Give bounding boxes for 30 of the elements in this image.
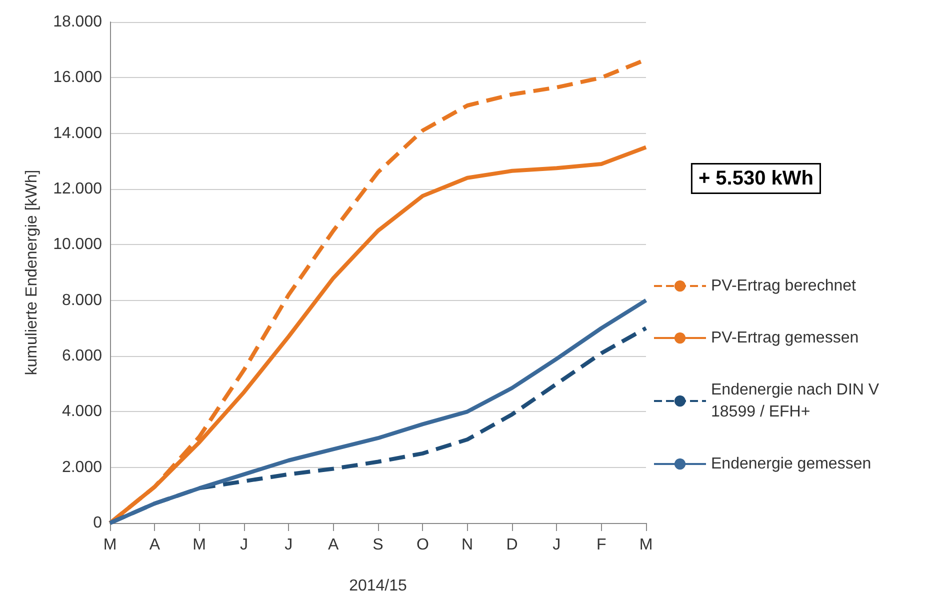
y-tick-label: 8.000 <box>62 292 102 309</box>
y-tick-label: 2.000 <box>62 458 102 476</box>
legend-label: PV-Ertrag gemessen <box>711 330 859 346</box>
y-axis-title: kumulierte Endenergie [kWh] <box>24 170 40 376</box>
y-tick-label: 0 <box>93 514 102 532</box>
y-tick-label: 6.000 <box>62 348 102 364</box>
x-tick-label: M <box>103 536 117 554</box>
y-tick-label: 14.000 <box>53 124 102 142</box>
y-tick-label: 18.000 <box>53 14 102 30</box>
legend-label: Endenergie nach DIN V 18599 / EFH+ <box>711 382 884 420</box>
y-tick-label: 4.000 <box>62 403 102 420</box>
x-tick-label: A <box>149 536 160 554</box>
x-tick-label: F <box>596 536 606 554</box>
x-tick-label: J <box>240 536 248 554</box>
text: + 5.530 kWh <box>698 168 814 190</box>
x-tick-label: M <box>639 536 653 554</box>
x-tick-label: J <box>552 536 561 554</box>
x-tick-label: D <box>506 536 518 554</box>
y-tick-label: 10.000 <box>53 236 102 254</box>
x-tick-label: S <box>372 536 384 554</box>
x-tick-label: O <box>416 536 429 554</box>
legend-label: PV-Ertrag berechnet <box>711 278 857 294</box>
y-tick-label: 12.000 <box>53 180 102 198</box>
x-tick-label: J <box>284 536 293 554</box>
x-tick-label: A <box>328 536 339 554</box>
y-tick-label: 16.000 <box>53 69 102 86</box>
x-tick-label: M <box>192 536 206 554</box>
legend-label: Endenergie gemessen <box>711 456 872 472</box>
x-axis-title: 2014/15 <box>349 578 408 594</box>
x-tick-label: N <box>462 536 474 554</box>
